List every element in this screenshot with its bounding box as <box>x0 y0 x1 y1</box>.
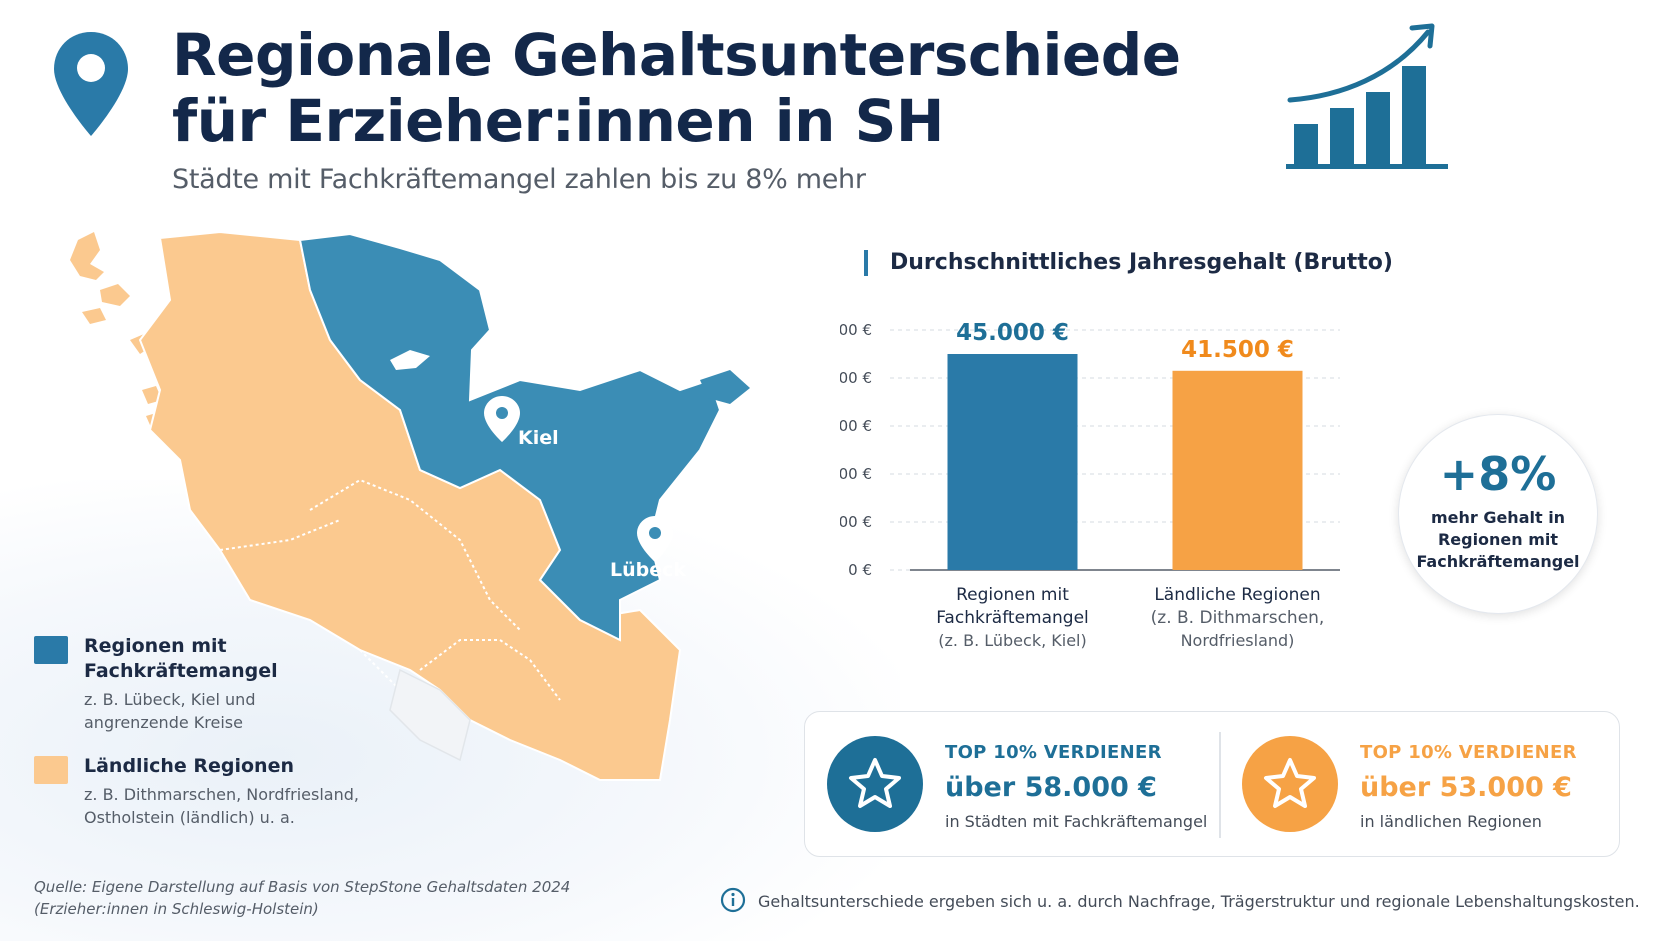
legend-item-shortage: Regionen mit Fachkräftemangel z. B. Lübe… <box>34 634 454 734</box>
y-tick-label: 40.000 € <box>840 369 872 387</box>
legend-desc-line: z. B. Lübeck, Kiel und <box>84 690 256 709</box>
x-tick-label: Regionen mit <box>956 585 1069 605</box>
page-title: Regionale Gehaltsunterschiede für Erzieh… <box>172 22 1212 154</box>
percent-text: mehr Gehalt in Regionen mit Fachkräftema… <box>1399 507 1597 573</box>
schleswig-holstein-map: Kiel Lübeck <box>70 230 750 781</box>
percent-text-line: Regionen mit <box>1437 530 1559 549</box>
title-line-2: für Erzieher:innen in SH <box>172 87 944 155</box>
x-tick-label: (z. B. Dithmarschen, <box>1151 608 1325 628</box>
x-tick-label: (z. B. Lübeck, Kiel) <box>938 631 1086 650</box>
bar-value-label: 45.000 € <box>956 320 1069 346</box>
map-legend: Regionen mit Fachkräftemangel z. B. Lübe… <box>34 634 454 849</box>
percent-value: +8% <box>1439 447 1557 501</box>
title-line-1: Regionale Gehaltsunterschiede <box>172 21 1181 89</box>
x-tick-label: Ländliche Regionen <box>1154 585 1320 605</box>
top-earners-label: TOP 10% VERDIENER <box>1360 742 1577 763</box>
top-earners-amount: über 53.000 € <box>1360 772 1572 803</box>
legend-title: Ländliche Regionen <box>84 754 454 779</box>
legend-swatch-blue <box>34 636 68 664</box>
page-subtitle: Städte mit Fachkräftemangel zahlen bis z… <box>172 164 866 195</box>
legend-title: Regionen mit Fachkräftemangel <box>84 634 454 684</box>
source-line: Quelle: Eigene Darstellung auf Basis von… <box>34 878 571 896</box>
bar <box>947 354 1078 570</box>
bar-value-label: 41.500 € <box>1181 337 1294 363</box>
y-tick-label: 10.000 € <box>840 513 872 531</box>
percent-text-line: Fachkräftemangel <box>1416 552 1580 571</box>
legend-title-line: Fachkräftemangel <box>84 660 278 682</box>
bar-chart-growth-icon <box>1286 23 1448 169</box>
top-earners-city: TOP 10% VERDIENER über 58.000 € in Städt… <box>805 712 1219 858</box>
legend-title-line: Regionen mit <box>84 635 227 657</box>
star-icon <box>827 736 923 832</box>
y-tick-label: 20.000 € <box>840 465 872 483</box>
top-earners-note: in ländlichen Regionen <box>1360 812 1542 831</box>
percent-text-line: mehr Gehalt in <box>1430 508 1566 527</box>
percent-highlight-badge: +8% mehr Gehalt in Regionen mit Fachkräf… <box>1398 414 1598 614</box>
top-earners-box: TOP 10% VERDIENER über 58.000 € in Städt… <box>804 711 1620 857</box>
salary-bar-chart: 0 € 10.000 € 20.000 € 30.000 € 40.000 € 50.00… <box>840 320 1340 650</box>
legend-desc-line: Ostholstein (ländlich) u. a. <box>84 808 295 827</box>
legend-desc: z. B. Lübeck, Kiel und angrenzende Kreis… <box>84 688 454 734</box>
y-tick-label: 30.000 € <box>840 417 872 435</box>
footnote: Gehaltsunterschiede ergeben sich u. a. d… <box>720 887 1660 913</box>
source-line: (Erzieher:innen in Schleswig-Holstein) <box>34 900 319 918</box>
legend-title-line: Ländliche Regionen <box>84 755 294 777</box>
y-tick-label: 50.000 € <box>840 321 872 339</box>
star-icon <box>1242 736 1338 832</box>
city-label-luebeck: Lübeck <box>610 559 686 581</box>
top-earners-amount: über 58.000 € <box>945 772 1157 803</box>
info-icon <box>720 887 746 913</box>
city-pin-luebeck <box>637 516 673 562</box>
x-tick-label: Nordfriesland) <box>1181 631 1295 650</box>
y-tick-label: 0 € <box>848 561 872 579</box>
chart-title: Durchschnittliches Jahresgehalt (Brutto) <box>864 250 1393 276</box>
footnote-text: Gehaltsunterschiede ergeben sich u. a. d… <box>758 892 1640 911</box>
location-pin-icon <box>54 32 128 136</box>
legend-desc-line: z. B. Dithmarschen, Nordfriesland, <box>84 785 359 804</box>
x-tick-label: Fachkräftemangel <box>936 608 1089 628</box>
city-pin-kiel <box>484 396 520 442</box>
source-note: Quelle: Eigene Darstellung auf Basis von… <box>34 876 594 920</box>
legend-swatch-orange <box>34 756 68 784</box>
top-earners-label: TOP 10% VERDIENER <box>945 742 1162 763</box>
legend-desc: z. B. Dithmarschen, Nordfriesland, Ostho… <box>84 783 454 829</box>
legend-item-rural: Ländliche Regionen z. B. Dithmarschen, N… <box>34 754 454 829</box>
map-white-region <box>389 668 471 762</box>
legend-desc-line: angrenzende Kreise <box>84 713 243 732</box>
city-label-kiel: Kiel <box>518 427 559 449</box>
top-earners-rural: TOP 10% VERDIENER über 53.000 € in ländl… <box>1220 712 1620 858</box>
bar <box>1172 370 1303 570</box>
top-earners-divider <box>1219 732 1221 838</box>
top-earners-note: in Städten mit Fachkräftemangel <box>945 812 1208 831</box>
